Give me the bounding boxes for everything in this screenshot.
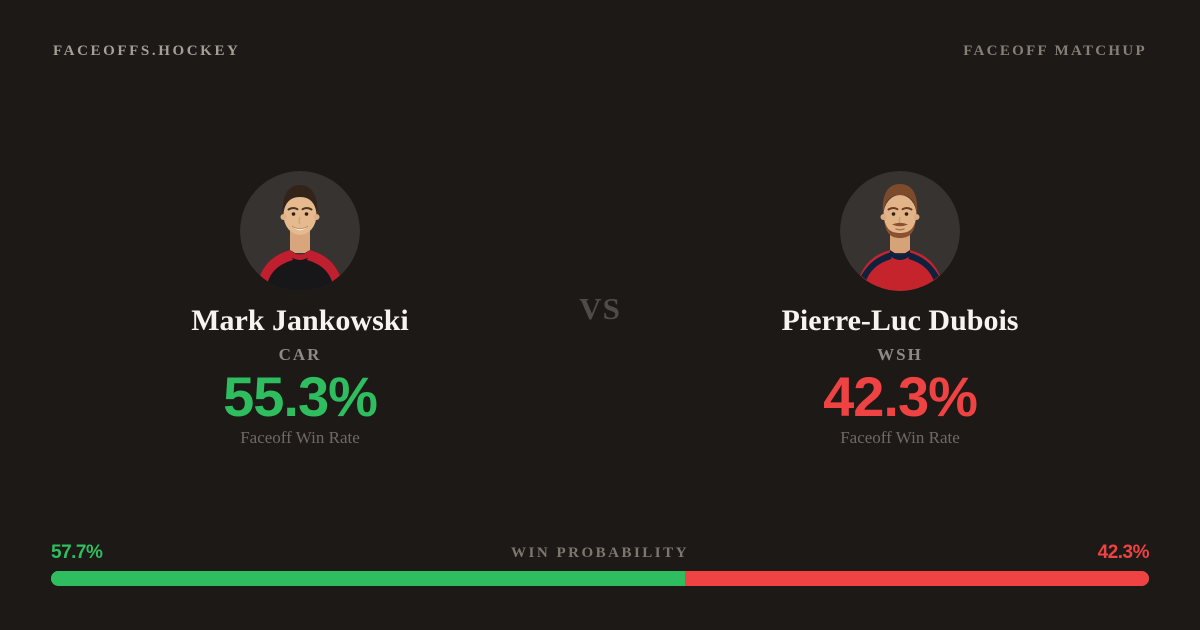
page-title: FACEOFF MATCHUP <box>963 43 1147 59</box>
player-team: CAR <box>278 345 322 364</box>
player-team: WSH <box>877 345 923 364</box>
faceoff-win-rate-label: Faceoff Win Rate <box>840 428 960 447</box>
player-name: Pierre-Luc Dubois <box>781 304 1019 337</box>
win-probability-section: 57.7% WIN PROBABILITY 42.3% <box>51 542 1150 586</box>
win-probability-labels: 57.7% WIN PROBABILITY 42.3% <box>51 542 1150 563</box>
header: FACEOFFS.HOCKEY FACEOFF MATCHUP <box>53 43 1147 60</box>
win-probability-bar-left <box>51 571 685 586</box>
vs-label: VS <box>579 291 621 326</box>
player-avatar-icon <box>240 171 360 291</box>
faceoff-win-rate-label: Faceoff Win Rate <box>240 428 360 447</box>
win-probability-right-value: 42.3% <box>1097 542 1150 563</box>
faceoff-win-rate-value: 55.3% <box>223 365 378 428</box>
brand-wordmark: FACEOFFS.HOCKEY <box>53 43 241 59</box>
player-photo-left <box>240 171 360 291</box>
player-avatar-icon <box>840 171 960 291</box>
win-probability-title: WIN PROBABILITY <box>511 545 689 561</box>
win-probability-bar <box>51 571 1149 586</box>
matchup-section: Mark Jankowski CAR 55.3% Faceoff Win Rat… <box>0 171 1200 448</box>
player-card-right: Pierre-Luc Dubois WSH 42.3% Faceoff Win … <box>600 171 1200 448</box>
faceoff-win-rate-value: 42.3% <box>823 365 978 428</box>
player-card-left: Mark Jankowski CAR 55.3% Faceoff Win Rat… <box>0 171 600 448</box>
win-probability-left-value: 57.7% <box>51 542 103 563</box>
win-probability-bar-right <box>684 571 1149 586</box>
player-photo-right <box>840 171 960 291</box>
player-name: Mark Jankowski <box>191 304 409 337</box>
